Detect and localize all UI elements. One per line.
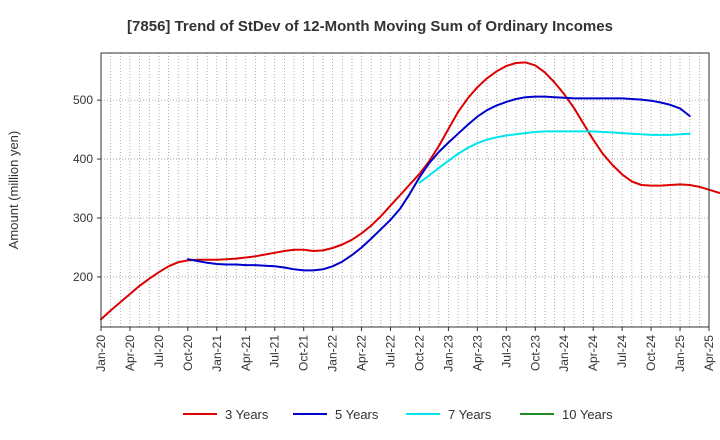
x-tick-label: Oct-20	[181, 335, 195, 371]
x-tick-label: Oct-21	[297, 335, 311, 371]
x-tick-label: Jul-24	[615, 335, 629, 368]
x-tick-label: Jan-21	[210, 335, 224, 372]
x-tick-label: Apr-24	[586, 335, 600, 371]
series-line-7-years	[418, 130, 691, 184]
x-tick-label: Jul-23	[499, 335, 513, 368]
x-tick-label: Jan-20	[94, 335, 108, 372]
x-tick-label: Jul-20	[152, 335, 166, 368]
x-tick-label: Jul-21	[268, 335, 282, 368]
x-tick-label: Jul-22	[384, 335, 398, 368]
chart-title: [7856] Trend of StDev of 12-Month Moving…	[127, 18, 613, 35]
y-axis: 200 300 400 500	[73, 93, 101, 284]
legend: 3 Years 5 Years 7 Years 10 Years	[183, 407, 613, 422]
y-tick-label: 200	[73, 270, 93, 284]
x-tick-label: Apr-22	[355, 335, 369, 371]
x-tick-label: Apr-21	[239, 335, 253, 371]
plot-frame	[100, 52, 710, 328]
x-tick-label: Jan-24	[557, 335, 571, 372]
y-tick-label: 400	[73, 152, 93, 166]
grid	[101, 53, 709, 327]
x-tick-label: Apr-25	[702, 335, 716, 371]
legend-label: 7 Years	[448, 407, 492, 422]
y-axis-label: Amount (million yen)	[6, 131, 21, 250]
series-line-5-years	[186, 95, 691, 272]
series-layer	[100, 61, 720, 321]
x-tick-label: Oct-24	[644, 335, 658, 371]
x-tick-label: Oct-22	[412, 335, 426, 371]
x-tick-label: Apr-23	[470, 335, 484, 371]
x-axis: Jan-20 Apr-20 Jul-20 Oct-20 Jan-21 Apr-21 Jul-…	[94, 327, 716, 372]
y-tick-label: 500	[73, 93, 93, 107]
legend-label: 5 Years	[335, 407, 379, 422]
x-tick-label: Jan-22	[326, 335, 340, 372]
x-tick-label: Oct-23	[528, 335, 542, 371]
y-tick-label: 300	[73, 211, 93, 225]
series-line-3-years	[100, 61, 720, 321]
x-tick-label: Jan-23	[441, 335, 455, 372]
legend-label: 10 Years	[562, 407, 613, 422]
legend-label: 3 Years	[225, 407, 269, 422]
x-tick-label: Jan-25	[673, 335, 687, 372]
x-tick-label: Apr-20	[123, 335, 137, 371]
